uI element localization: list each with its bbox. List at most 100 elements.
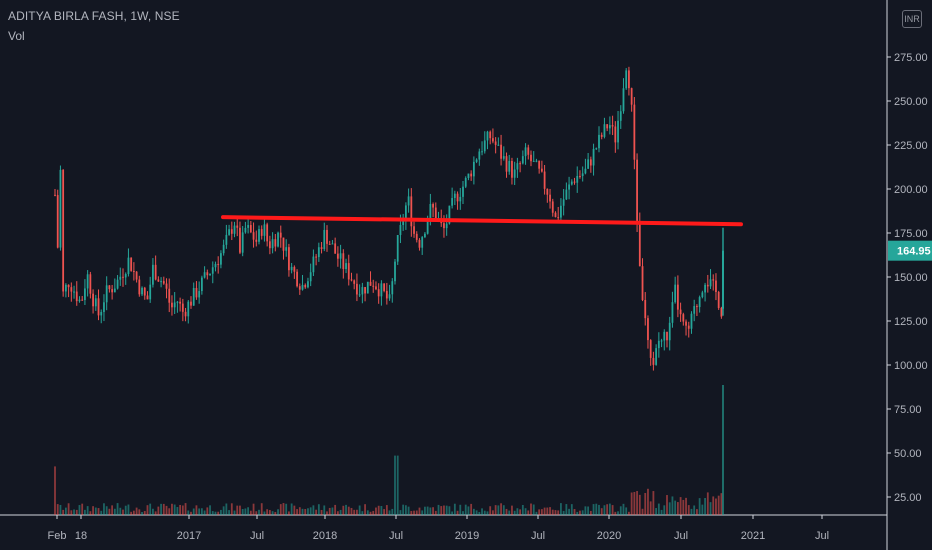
volume-bar-173 [524,508,527,515]
candle-body-80 [271,239,274,249]
candle-body-184 [554,212,557,218]
candle-body-209 [622,88,625,112]
volume-bar-207 [617,511,619,515]
volume-bar-76 [260,503,263,515]
candle-body-140 [434,207,437,220]
candle-body-44 [173,302,176,308]
volume-bar-43 [171,503,173,515]
candle-body-124 [391,281,394,295]
candle-body-53 [198,291,201,298]
volume-bar-52 [195,505,198,515]
volume-bar-241 [709,502,712,515]
volume-bar-45 [176,507,179,515]
volume-bar-166 [505,508,508,515]
candle-body-23 [116,279,119,289]
price-tick-label-2: 75.00 [894,404,922,416]
volume-bar-27 [127,504,130,515]
volume-bar-220 [652,491,655,515]
volume-bar-49 [187,510,190,515]
candle-body-3 [62,169,65,292]
candle-body-7 [73,291,75,293]
candle-body-42 [168,288,171,303]
candle-body-205 [611,125,614,127]
volume-bar-7 [73,509,75,515]
candle-body-158 [483,140,486,152]
volume-label: Vol [8,29,25,43]
time-tick-label-5: Jul [389,530,403,542]
volume-bar-151 [464,504,467,515]
volume-bar-123 [388,510,391,515]
candle-body-55 [203,272,206,278]
volume-bar-158 [483,510,486,515]
volume-bar-186 [560,503,562,515]
candle-body-127 [399,225,402,236]
candle-body-132 [413,226,415,234]
candle-body-62 [222,244,225,254]
volume-bar-224 [663,505,666,515]
candle-body-229 [676,284,679,310]
candle-body-43 [171,302,173,308]
candle-body-35 [149,284,152,300]
candle-body-222 [657,340,660,349]
volume-bar-159 [486,511,489,515]
volume-bar-125 [394,455,396,515]
candle-body-157 [481,151,483,153]
candle-body-30 [135,271,138,280]
candle-body-59 [214,263,217,268]
candle-body-110 [353,280,356,284]
volume-bar-5 [67,503,70,515]
volume-bar-192 [576,511,579,515]
volume-bar-99 [323,505,326,515]
volume-bar-229 [676,502,679,515]
volume-bar-194 [581,510,584,515]
volume-bar-12 [86,506,89,515]
volume-bar-144 [445,505,448,515]
volume-bar-122 [385,505,388,515]
volume-bar-129 [404,505,407,515]
candle-body-10 [81,299,84,301]
candle-body-210 [625,70,628,89]
candle-body-101 [328,243,331,245]
volume-bar-143 [443,505,445,515]
candle-body-11 [84,288,86,301]
volume-bar-205 [611,505,614,515]
candle-body-176 [532,160,535,162]
volume-bar-231 [682,499,685,515]
candle-body-18 [103,302,105,312]
candle-body-214 [636,159,638,222]
candle-body-85 [285,247,288,251]
candle-body-133 [415,233,418,240]
volume-bar-60 [217,511,220,515]
volume-bar-234 [690,508,693,515]
volume-bar-71 [247,507,250,515]
volume-bar-150 [462,511,464,515]
candle-body-162 [494,141,497,145]
volume-bar-79 [268,510,271,515]
volume-bar-137 [426,506,429,515]
candle-body-168 [511,160,513,178]
candle-body-221 [655,348,658,365]
candle-body-49 [187,301,190,317]
candle-body-106 [342,253,345,270]
volume-bar-169 [513,510,516,515]
volume-bar-96 [315,509,318,515]
candle-body-12 [86,274,89,289]
candle-body-45 [176,301,179,303]
candle-body-171 [519,163,522,165]
volume-bar-110 [353,509,356,515]
volume-bar-62 [222,506,225,515]
volume-bar-171 [519,509,522,515]
volume-bar-8 [75,509,78,515]
volume-bar-24 [119,507,122,515]
candle-body-148 [456,193,459,202]
currency-badge[interactable]: INR [902,10,922,28]
volume-bar-30 [135,507,138,515]
volume-bar-51 [192,508,195,515]
last-volume-bar [722,385,724,515]
time-tick-label-8: 2020 [597,530,621,542]
price-tick-label-7: 200.00 [894,184,928,196]
volume-bar-218 [647,488,649,515]
volume-bar-199 [595,503,598,515]
candle-body-72 [249,225,252,233]
